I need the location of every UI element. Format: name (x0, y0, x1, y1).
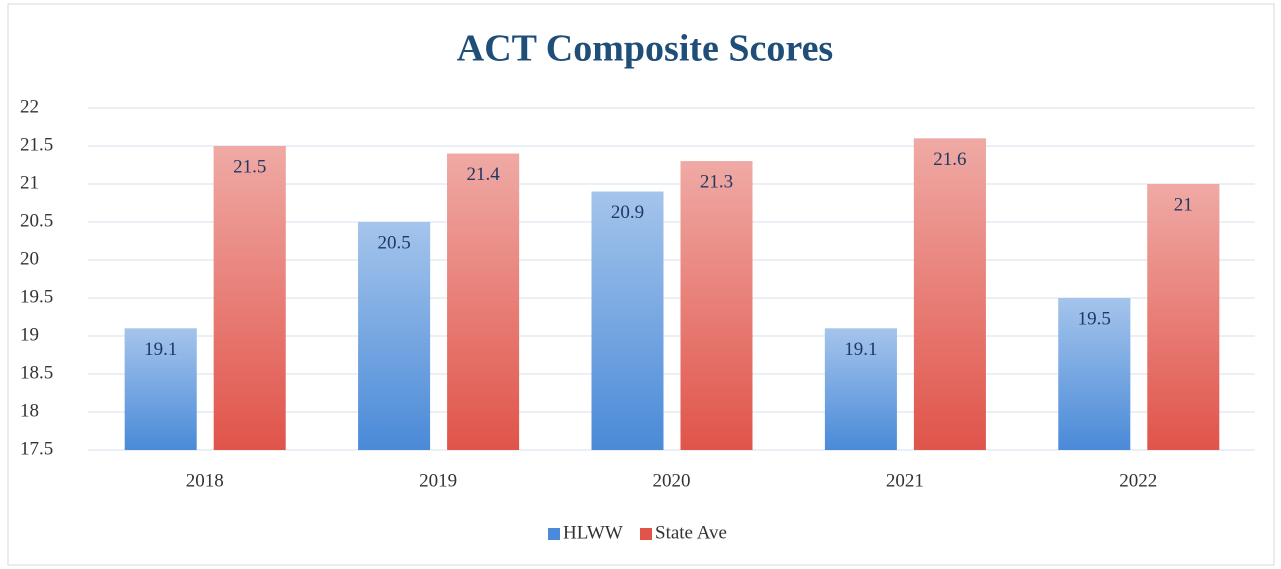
bar-sheen (1147, 184, 1220, 450)
bar-sheen (824, 328, 897, 450)
data-label: 20.9 (611, 202, 644, 223)
data-label: 20.5 (377, 232, 410, 253)
x-tick-label: 2020 (653, 470, 691, 491)
y-tick-label: 18.5 (20, 362, 53, 383)
legend-swatch (640, 528, 652, 540)
data-label: 19.1 (844, 339, 877, 360)
data-label: 19.1 (144, 339, 177, 360)
x-tick-label: 2018 (186, 470, 224, 491)
bar-sheen (591, 191, 664, 450)
bar-sheen (124, 328, 197, 450)
legend-label: HLWW (563, 522, 623, 543)
data-label: 21.4 (466, 164, 500, 185)
y-tick-label: 18 (20, 400, 39, 421)
y-tick-label: 19 (20, 324, 39, 345)
y-tick-label: 21.5 (20, 134, 53, 155)
data-label: 21.3 (700, 172, 733, 193)
x-tick-label: 2021 (886, 470, 924, 491)
bar-sheen (447, 153, 520, 450)
bar-sheen (680, 161, 753, 450)
y-tick-label: 21 (20, 172, 39, 193)
y-tick-label: 17.5 (20, 438, 53, 459)
x-tick-label: 2022 (1119, 470, 1157, 491)
bar-sheen (213, 146, 286, 450)
x-tick-label: 2019 (419, 470, 457, 491)
y-tick-label: 20 (20, 248, 39, 269)
chart-title: ACT Composite Scores (457, 28, 833, 70)
legend-label: State Ave (655, 522, 727, 543)
data-label: 21.6 (933, 149, 966, 170)
y-tick-label: 22 (20, 96, 39, 117)
data-label: 21.5 (233, 156, 266, 177)
bar-sheen (358, 222, 431, 450)
legend-swatch (548, 528, 560, 540)
y-tick-label: 20.5 (20, 210, 53, 231)
data-label: 19.5 (1078, 308, 1111, 329)
y-tick-label: 19.5 (20, 286, 53, 307)
data-label: 21 (1174, 194, 1193, 215)
bar-sheen (913, 138, 986, 450)
bar-sheen (1058, 298, 1131, 450)
